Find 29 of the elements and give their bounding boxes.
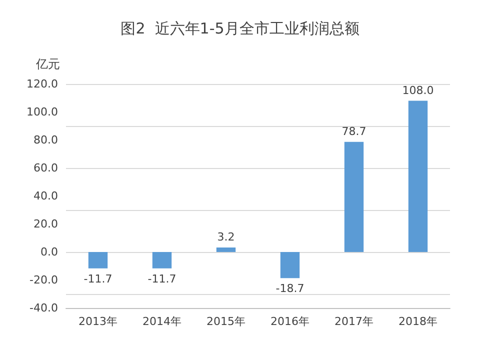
y-tick-label: 120.0: [26, 78, 58, 90]
bar: [216, 248, 236, 252]
y-tick-label: 60.0: [34, 162, 58, 174]
x-tick-label: 2018年: [398, 315, 438, 328]
bar: [280, 252, 300, 278]
x-tick-label: 2015年: [206, 315, 246, 328]
chart-title: 图2 近六年1-5月全市工业利润总额: [120, 20, 360, 38]
y-tick-label: -20.0: [30, 274, 58, 286]
data-label: -18.7: [276, 282, 304, 296]
x-tick-label: 2014年: [142, 315, 182, 328]
data-label: 108.0: [402, 84, 434, 97]
y-tick-label: 80.0: [34, 134, 58, 146]
y-tick-label: 0.0: [40, 246, 58, 258]
y-tick-label: 100.0: [26, 106, 58, 118]
y-tick-label: 40.0: [34, 190, 58, 202]
x-tick-label: 2016年: [270, 315, 310, 328]
data-label: -11.7: [84, 272, 112, 286]
y-tick-label: 20.0: [34, 218, 58, 230]
bar: [88, 252, 108, 268]
data-label: 78.7: [342, 124, 366, 138]
y-tick-label: -40.0: [30, 302, 58, 314]
bar: [344, 142, 364, 252]
data-label: -11.7: [148, 272, 176, 286]
x-tick-label: 2017年: [334, 315, 374, 328]
bar: [408, 100, 428, 252]
bar: [152, 252, 172, 268]
y-axis-title: 亿元: [35, 57, 60, 71]
x-tick-label: 2013年: [78, 315, 118, 328]
data-label: 3.2: [217, 230, 235, 244]
